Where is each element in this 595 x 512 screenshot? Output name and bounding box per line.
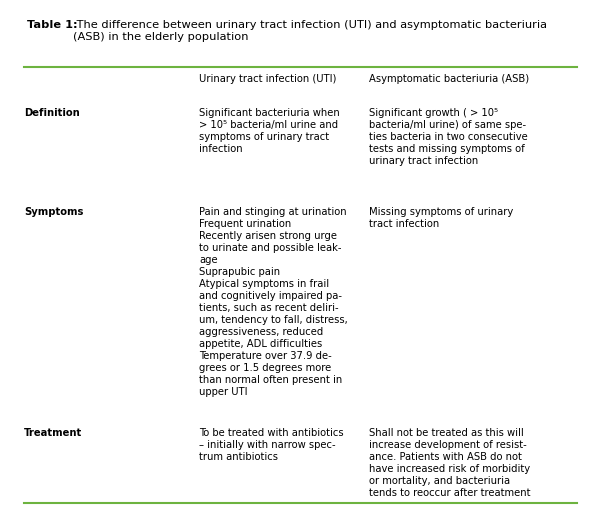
Text: Definition: Definition <box>24 108 80 118</box>
Text: Shall not be treated as this will
increase development of resist-
ance. Patients: Shall not be treated as this will increa… <box>369 428 530 498</box>
Text: Symptoms: Symptoms <box>24 207 83 218</box>
Text: Missing symptoms of urinary
tract infection: Missing symptoms of urinary tract infect… <box>369 207 513 229</box>
Text: Significant bacteriuria when
> 10⁵ bacteria/ml urine and
symptoms of urinary tra: Significant bacteriuria when > 10⁵ bacte… <box>199 108 340 154</box>
Text: Asymptomatic bacteriuria (ASB): Asymptomatic bacteriuria (ASB) <box>369 74 529 84</box>
Text: Table 1:: Table 1: <box>27 20 77 31</box>
Text: Urinary tract infection (UTI): Urinary tract infection (UTI) <box>199 74 337 84</box>
Text: Treatment: Treatment <box>24 428 82 438</box>
Text: Significant growth ( > 10⁵
bacteria/ml urine) of same spe-
ties bacteria in two : Significant growth ( > 10⁵ bacteria/ml u… <box>369 108 528 165</box>
Text: To be treated with antibiotics
– initially with narrow spec-
trum antibiotics: To be treated with antibiotics – initial… <box>199 428 344 461</box>
Text: The difference between urinary tract infection (UTI) and asymptomatic bacteriuri: The difference between urinary tract inf… <box>73 20 547 42</box>
Text: Pain and stinging at urination
Frequent urination
Recently arisen strong urge
to: Pain and stinging at urination Frequent … <box>199 207 348 397</box>
